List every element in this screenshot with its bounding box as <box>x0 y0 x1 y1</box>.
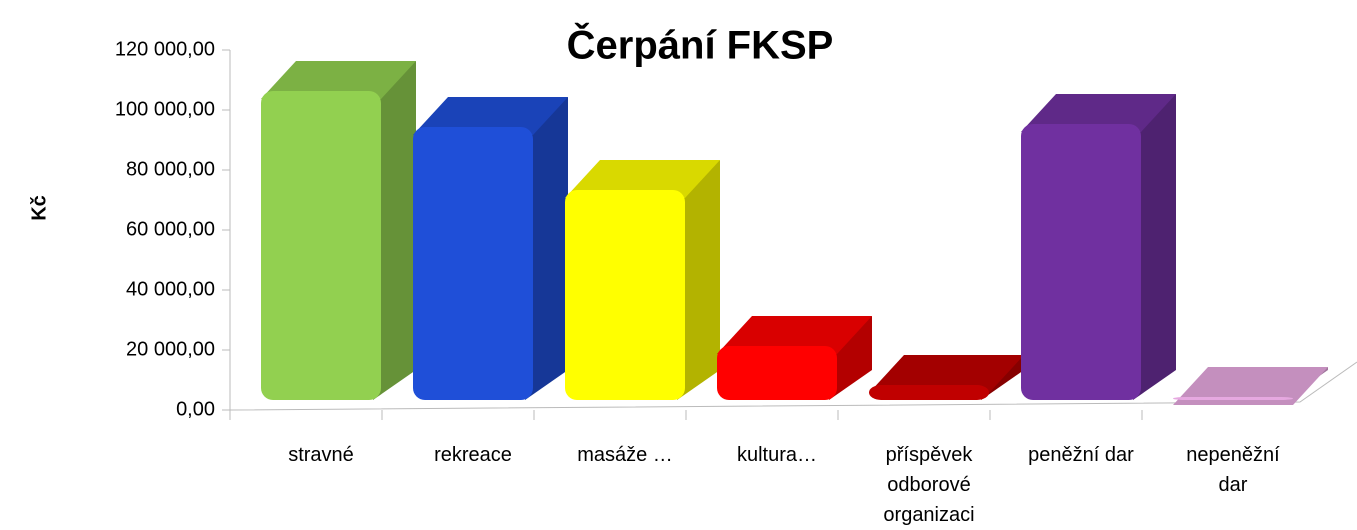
bar-top <box>1021 94 1176 132</box>
bar <box>565 190 685 400</box>
bar-side <box>677 160 720 400</box>
x-tick-label: peněžní dar <box>1028 444 1134 466</box>
y-tick-label: 40 000,00 <box>126 278 215 300</box>
x-tick-label: rekreace <box>434 444 512 466</box>
y-tick-label: 60 000,00 <box>126 218 215 240</box>
chart-title: Čerpání FKSP <box>567 22 834 68</box>
bar <box>717 346 837 400</box>
bar-top <box>261 61 416 99</box>
y-tick-label: 0,00 <box>176 398 215 420</box>
bar-top <box>565 160 720 198</box>
floor <box>229 361 1357 411</box>
y-axis-title: Kč <box>28 195 50 221</box>
bar-top <box>717 316 872 354</box>
bar <box>869 385 989 400</box>
bar-side <box>373 61 416 400</box>
y-tick-label: 20 000,00 <box>126 338 215 360</box>
y-tick-label: 100 000,00 <box>115 98 215 120</box>
bar <box>1173 397 1293 400</box>
x-tick-label: masáže … <box>577 444 673 466</box>
x-tick-label: příspěvek odborové organizaci <box>883 444 975 526</box>
bar <box>413 127 533 400</box>
y-tick-label: 120 000,00 <box>115 38 215 60</box>
bar <box>261 91 381 400</box>
bar-top <box>1173 367 1328 405</box>
bar-top <box>413 97 568 135</box>
bar <box>1021 124 1141 400</box>
x-tick-label: nepeněžní dar <box>1186 444 1280 496</box>
bar-side <box>1133 94 1176 400</box>
bar-side <box>525 97 568 400</box>
x-tick-label: stravné <box>288 444 354 466</box>
bar-top <box>869 355 1024 393</box>
x-tick-label: kultura… <box>736 444 818 466</box>
y-tick-label: 80 000,00 <box>126 158 215 180</box>
bar-side <box>829 316 872 400</box>
